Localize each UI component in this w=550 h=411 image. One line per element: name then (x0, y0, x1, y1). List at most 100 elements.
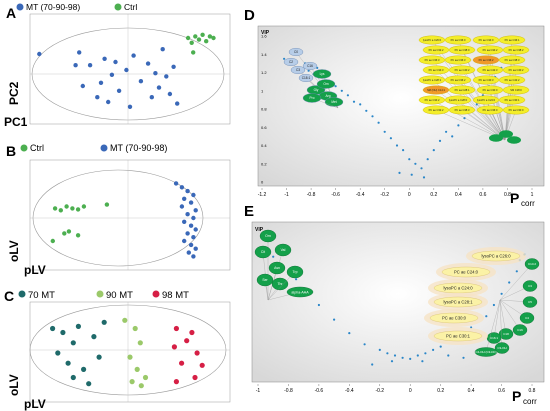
panel-e-bubble-green-right (474, 347, 498, 357)
panel-b-legend-marker-1 (20, 144, 28, 152)
panel-a-point (95, 95, 100, 100)
panel-c-point (60, 329, 66, 336)
panel-d-bubble-green-text: C0 (294, 50, 298, 54)
panel-d-bubble-yellow-connector (435, 49, 506, 141)
panel-e-bubble-yellow-text: lysoPC a C24:0 (443, 285, 473, 290)
panel-a-point (204, 39, 209, 44)
panel-e-bubble-green-right-text: C18 (503, 332, 509, 336)
panel-e-bubble-green-right (524, 258, 540, 270)
panel-b-point (185, 231, 190, 236)
panel-c-point (199, 362, 205, 368)
panel-e-bubble-yellow-text: lysoPC a C26:0 (481, 253, 511, 258)
panel-e-ylabel: VIP (255, 227, 264, 233)
panel-d-point (438, 139, 442, 142)
panel-d-ytick-label: 0.4 (261, 143, 267, 148)
panel-d-bubble-green (298, 73, 314, 82)
panel-d-bubble-yellow-text: SM (OH) C14:1 (427, 88, 445, 92)
panel-a-xlabel: PC1 (4, 115, 28, 129)
panel-a-point (124, 67, 129, 73)
panel-d-point (410, 173, 413, 176)
panel-e-xtick-label: -0.4 (345, 388, 354, 394)
panel-e-bubble-green-right-text: C16:1 (490, 336, 498, 340)
panel-a-point (113, 59, 118, 65)
panel-e-bubble-yellow-text: PC ae C24:0 (454, 269, 479, 274)
panel-d-point (340, 89, 343, 92)
panel-d-point (377, 121, 380, 124)
panel-b-point (182, 219, 187, 224)
panel-d-ytick-label: 0.2 (261, 161, 267, 166)
panel-a-point (116, 88, 122, 94)
panel-d-point (457, 124, 460, 127)
panel-e-point (515, 270, 518, 273)
panel-a-point (185, 35, 191, 41)
panel-e-bubble-yellow (429, 312, 479, 324)
panel-e-point (409, 357, 412, 360)
panel-b-point (70, 206, 75, 211)
panel-c-point (192, 374, 198, 381)
panel-e-point (508, 281, 511, 284)
panel-e-bubble-green-left-text: Orn (265, 234, 271, 238)
panel-d-bubble-yellow-text: PC ae C36:1 (505, 38, 520, 42)
panel-d-ytick-label: 0 (261, 180, 264, 185)
panel-d-bubble-yellow-text: lysoPC a C24:0 (477, 98, 496, 102)
panel-c-point (86, 381, 92, 387)
panel-e-bubble-green-left-text: Cit (261, 250, 265, 254)
panel-a-point (189, 40, 194, 45)
panel-c-point (70, 340, 76, 346)
panel-d-bubble-yellow-text: PC ae C40:3 (479, 78, 494, 82)
panel-e-bubble-green-right-connector (499, 299, 507, 335)
panel-c-point (65, 360, 71, 366)
panel-e-bubble-green-right (512, 324, 528, 336)
panel-d-xtick-label: -0.4 (356, 192, 365, 198)
panel-d-bubble-yellow-text: PC ae C42:2 (505, 78, 520, 82)
panel-d-bubble-yellow (502, 65, 530, 75)
panel-d-bubble-yellow-text: lysoPC a C26:0 (423, 38, 442, 42)
panel-a-point (149, 95, 154, 100)
panel-b-point (182, 238, 187, 244)
panel-e-bubble-green-right-text: C14:2 (528, 262, 536, 266)
panel-d-bubble-green-text: Pro (310, 96, 315, 100)
panel-c-legend-marker-3 (152, 290, 160, 298)
panel-e-bubble-yellow (433, 296, 483, 308)
panel-e-point (424, 352, 427, 355)
panel-e-point (386, 352, 389, 355)
panel-d-point (402, 149, 405, 152)
panel-c-points (50, 317, 205, 389)
panel-e-bubble-yellow-text: PC ae C30:1 (446, 333, 471, 338)
panel-d-point (420, 167, 423, 170)
panel-d-xtick-label: -0.6 (331, 192, 340, 198)
panel-e-bubble-green-left-text: alpha-AAA (291, 290, 309, 294)
panel-c-point (179, 360, 185, 366)
panel-e-bubble-green-right-connector (485, 299, 501, 353)
panel-e-point (432, 348, 435, 351)
panel-d-point (408, 158, 411, 161)
panel-d-bubble-yellow-text: PC ae C36:3 (425, 58, 440, 62)
panel-d-xtick-label: 1 (531, 192, 534, 198)
panel-d-bubble-green-text: Arg (326, 94, 331, 98)
panel-a-point (171, 64, 176, 70)
panel-d-point (445, 130, 448, 133)
panel-a-point (37, 51, 42, 57)
panel-a-point (87, 62, 93, 68)
panel-d-bubble-yellow-text: PC ae C30:0 (483, 88, 498, 92)
panel-e-labels: Orn Val Cit Asn Ser Thr Trp alpha-AAA C14:2 C3 C5 C… (254, 229, 540, 357)
panel-e-point (485, 315, 488, 318)
panel-d-bubble-yellow-text: PC aa C38:3 (505, 58, 520, 62)
panel-e-bubble-green-right-text: C3-OH (497, 346, 506, 350)
panel-e-bubble-green-right-text: C4-OH (C3-DC) (475, 350, 496, 354)
panel-d-bubble-green (290, 65, 306, 74)
panel-d-xtick-label: 0.4 (455, 192, 462, 198)
panel-d-point (414, 162, 417, 165)
panel-d-ytick-label: 1 (261, 88, 264, 93)
panel-a-point (109, 72, 115, 78)
panel-d-bubble-dark-green (507, 136, 521, 144)
panel-d-bubble-yellow-text: PC aa C40:2 (509, 68, 524, 72)
panel-b-point (191, 192, 196, 198)
panel-b-point (66, 229, 72, 234)
panel-a-point (127, 104, 133, 110)
panel-a-point (73, 62, 78, 68)
panel-e-bubble-green-right (519, 312, 535, 324)
panel-e-point (390, 360, 394, 363)
panel-d-bubble-green-text: Met (331, 100, 336, 104)
panel-a-point (138, 79, 144, 84)
